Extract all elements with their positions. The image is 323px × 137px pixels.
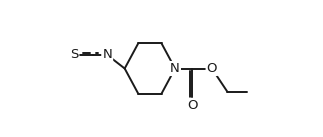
Text: O: O bbox=[187, 99, 198, 112]
Text: N: N bbox=[102, 48, 112, 61]
Text: O: O bbox=[207, 62, 217, 75]
Text: N: N bbox=[170, 62, 180, 75]
Text: S: S bbox=[70, 48, 78, 61]
